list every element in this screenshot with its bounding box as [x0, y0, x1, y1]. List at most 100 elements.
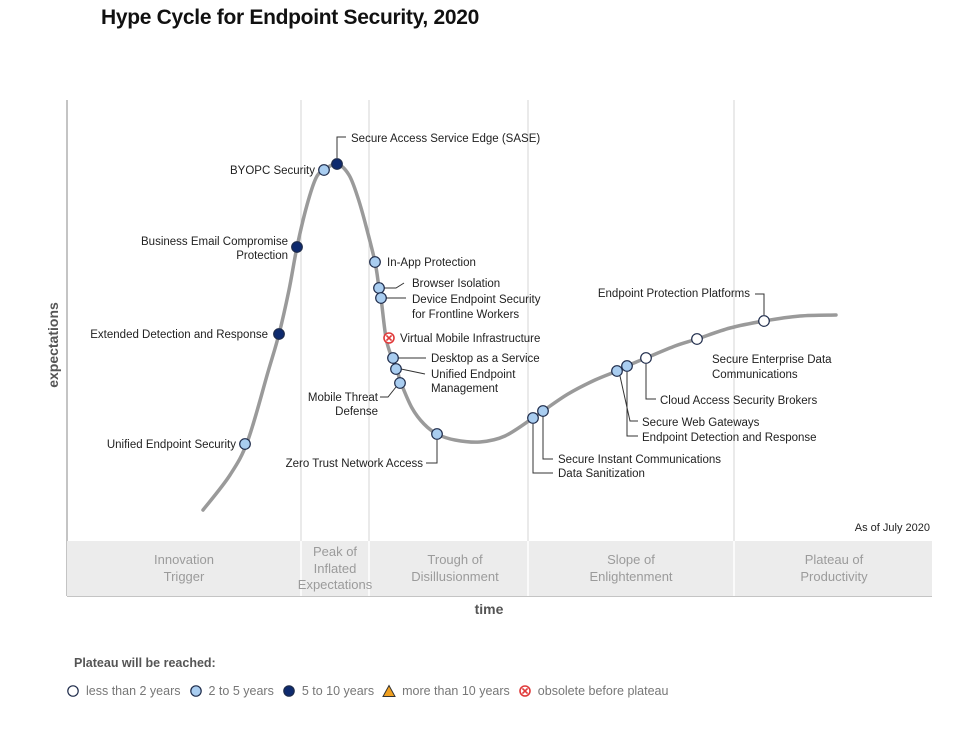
as-of-date: As of July 2020: [855, 522, 930, 534]
technology-item: Data Sanitization: [527, 412, 645, 480]
technology-item: In-App Protection: [369, 256, 476, 269]
technology-label: Business Email Compromise: [141, 236, 288, 248]
technology-item: BYOPC Security: [230, 164, 330, 177]
technology-item: Secure Enterprise Data Communications: [691, 333, 832, 381]
legend-label: 5 to 10 years: [301, 684, 375, 698]
leader-line: [755, 293, 765, 315]
technology-label: Secure Enterprise Data: [712, 354, 832, 366]
legend-item: less than 2 years: [66, 684, 181, 698]
technology-label: Desktop as a Service: [431, 353, 540, 365]
phase-label: Inflated: [314, 561, 357, 576]
phase-label: Slope of: [607, 552, 655, 567]
technology-item: Extended Detection and Response: [90, 328, 285, 341]
obsolete-legend-icon: [518, 685, 531, 697]
technology-item: Unified Endpoint Management: [390, 363, 516, 395]
technology-label: Protection: [236, 250, 288, 262]
technology-item: Secure Web Gateways: [611, 365, 760, 429]
leader-line: [532, 424, 553, 474]
technology-markers: Unified Endpoint Security Extended Detect…: [90, 133, 832, 480]
technology-item: Unified Endpoint Security: [107, 438, 251, 451]
technology-marker: [394, 377, 406, 389]
technology-label: Endpoint Protection Platforms: [598, 288, 750, 300]
legend-item: more than 10 years: [382, 684, 510, 698]
circle-legend-icon: [189, 685, 202, 697]
technology-label: Virtual Mobile Infrastructure: [400, 333, 540, 345]
technology-marker: [318, 164, 330, 176]
technology-label: Management: [431, 383, 499, 395]
technology-label: Secure Instant Communications: [558, 454, 721, 466]
technology-label: Extended Detection and Response: [90, 329, 268, 341]
leader-line: [426, 440, 438, 464]
technology-label: Cloud Access Security Brokers: [660, 395, 817, 407]
phase-band-background: [67, 541, 932, 596]
chart-frame: [66, 100, 932, 597]
legend-title: Plateau will be reached:: [74, 656, 216, 670]
technology-label: Browser Isolation: [412, 278, 500, 290]
phase-label: Expectations: [298, 577, 373, 592]
technology-label: Unified Endpoint Security: [107, 439, 236, 451]
technology-marker: [527, 412, 539, 424]
legend-item: 5 to 10 years: [282, 684, 374, 698]
technology-marker: [375, 292, 387, 304]
technology-label: Unified Endpoint: [431, 369, 516, 381]
technology-label: Secure Access Service Edge (SASE): [351, 133, 540, 145]
technology-item: Cloud Access Security Brokers: [640, 352, 817, 407]
legend-label: 2 to 5 years: [208, 684, 274, 698]
legend-label: obsolete before plateau: [537, 684, 669, 698]
technology-item: Desktop as a Service: [387, 352, 540, 365]
phase-label: Trigger: [164, 569, 205, 584]
leader-line: [619, 375, 638, 422]
technology-marker: [691, 333, 703, 345]
technology-item: Secure Instant Communications: [537, 405, 721, 466]
phase-label: Disillusionment: [411, 569, 499, 584]
technology-marker: [621, 360, 633, 372]
legend-label: more than 10 years: [402, 684, 510, 698]
technology-label: for Frontline Workers: [412, 309, 519, 321]
legend-label: less than 2 years: [86, 684, 181, 698]
legend: less than 2 years 2 to 5 years 5 to 10 yea…: [66, 684, 676, 698]
technology-label: Communications: [712, 369, 798, 381]
technology-item: Mobile Threat Defense: [308, 377, 406, 418]
technology-label: Device Endpoint Security: [412, 294, 541, 306]
phase-label: Productivity: [800, 569, 868, 584]
technology-marker: [239, 438, 251, 450]
technology-label: Mobile Threat: [308, 392, 379, 404]
technology-item: Business Email Compromise Protection: [141, 236, 303, 262]
x-axis-label: time: [475, 601, 504, 617]
technology-item: Virtual Mobile Infrastructure: [383, 332, 540, 345]
technology-label: Secure Web Gateways: [642, 417, 760, 429]
technology-marker: [640, 352, 652, 364]
technology-item: Endpoint Protection Platforms: [598, 288, 770, 327]
phase-label: Trough of: [427, 552, 483, 567]
leader-line: [626, 372, 638, 437]
technology-marker: [387, 352, 399, 364]
technology-marker: [431, 428, 443, 440]
y-axis-label: expectations: [45, 302, 61, 388]
leader-line: [542, 416, 553, 460]
phase-label: Plateau of: [805, 552, 864, 567]
technology-marker: [291, 241, 303, 253]
technology-marker: [273, 328, 285, 340]
technology-label: Endpoint Detection and Response: [642, 432, 817, 444]
technology-marker: [390, 363, 402, 375]
technology-item: Browser Isolation: [373, 278, 500, 294]
obsolete-marker-icon: [383, 332, 395, 344]
technology-item: Device Endpoint Security for Frontline Wo…: [375, 292, 541, 321]
technology-label: Data Sanitization: [558, 468, 645, 480]
technology-item: Endpoint Detection and Response: [621, 360, 817, 444]
technology-label: In-App Protection: [387, 257, 476, 269]
technology-item: Zero Trust Network Access: [286, 428, 443, 470]
hype-curve: [201, 162, 838, 512]
technology-item: Secure Access Service Edge (SASE): [331, 133, 540, 170]
technology-marker: [373, 282, 385, 294]
technology-label: BYOPC Security: [230, 165, 315, 177]
hype-cycle-diagram: Innovation Trigger Peak of InflatedExpectat…: [45, 100, 932, 617]
phase-label: Enlightenment: [589, 569, 672, 584]
leader-line: [382, 282, 405, 289]
technology-marker: [758, 315, 770, 327]
chart-title: Hype Cycle for Endpoint Security, 2020: [101, 6, 479, 29]
phase-label: Innovation: [154, 552, 214, 567]
triangle-legend-icon: [382, 684, 396, 697]
circle-legend-icon: [67, 685, 79, 697]
legend-item: obsolete before plateau: [518, 684, 669, 698]
